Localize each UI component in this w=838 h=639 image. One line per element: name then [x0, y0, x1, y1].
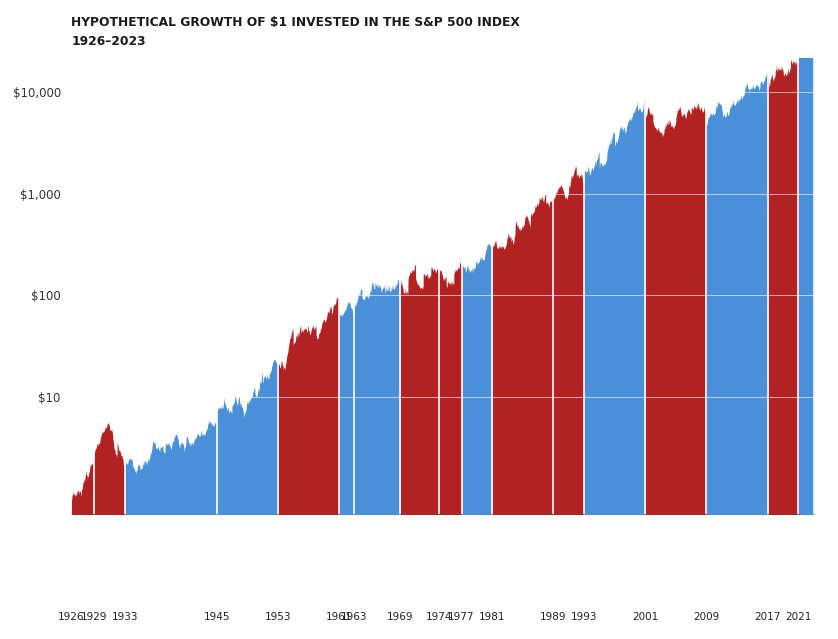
Text: 1945: 1945 — [204, 612, 230, 622]
Text: 1989: 1989 — [541, 612, 566, 622]
Text: 1963: 1963 — [341, 612, 368, 622]
Text: 1961: 1961 — [326, 612, 352, 622]
Text: HYPOTHETICAL GROWTH OF $1 INVESTED IN THE S&P 500 INDEX: HYPOTHETICAL GROWTH OF $1 INVESTED IN TH… — [71, 16, 520, 29]
Text: 1929: 1929 — [81, 612, 107, 622]
Text: 2009: 2009 — [693, 612, 720, 622]
Text: 2001: 2001 — [632, 612, 659, 622]
Text: 1926: 1926 — [58, 612, 85, 622]
Text: 1933: 1933 — [111, 612, 138, 622]
Text: 1953: 1953 — [265, 612, 291, 622]
Text: 2021: 2021 — [785, 612, 811, 622]
Text: 1993: 1993 — [571, 612, 597, 622]
Text: 1977: 1977 — [448, 612, 475, 622]
Text: 1926–2023: 1926–2023 — [71, 35, 146, 48]
Text: 1969: 1969 — [387, 612, 414, 622]
Text: 1974: 1974 — [426, 612, 452, 622]
Text: 1981: 1981 — [478, 612, 505, 622]
Text: 2017: 2017 — [754, 612, 781, 622]
